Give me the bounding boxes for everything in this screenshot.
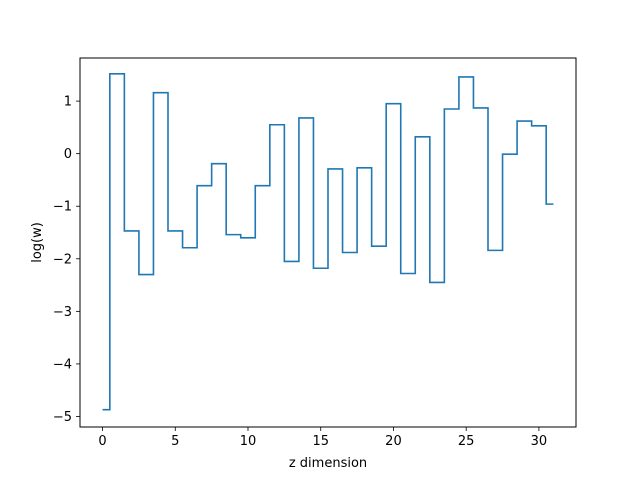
x-tick-label: 0 xyxy=(98,434,106,449)
x-axis: 0 5 10 15 20 25 30 xyxy=(98,427,547,449)
y-tick-label: −5 xyxy=(53,410,72,425)
x-tick-label: 5 xyxy=(171,434,179,449)
x-tick-label: 15 xyxy=(312,434,329,449)
x-tick-label: 20 xyxy=(385,434,402,449)
series-line xyxy=(102,72,554,411)
y-axis-label: log(w) xyxy=(30,222,45,263)
series-layer xyxy=(102,72,554,411)
x-tick-label: 10 xyxy=(240,434,257,449)
y-axis: −5 −4 −3 −2 −1 0 1 xyxy=(53,95,80,425)
y-tick-label: 0 xyxy=(64,147,72,162)
y-tick-label: −1 xyxy=(53,200,72,215)
x-axis-label: z dimension xyxy=(289,456,367,471)
plot-frame xyxy=(79,57,577,428)
y-tick-label: 1 xyxy=(64,95,72,110)
y-tick-label: −3 xyxy=(53,305,72,320)
x-tick-label: 25 xyxy=(458,434,475,449)
y-tick-label: −2 xyxy=(53,252,72,267)
y-tick-label: −4 xyxy=(53,357,72,372)
x-tick-label: 30 xyxy=(531,434,548,449)
